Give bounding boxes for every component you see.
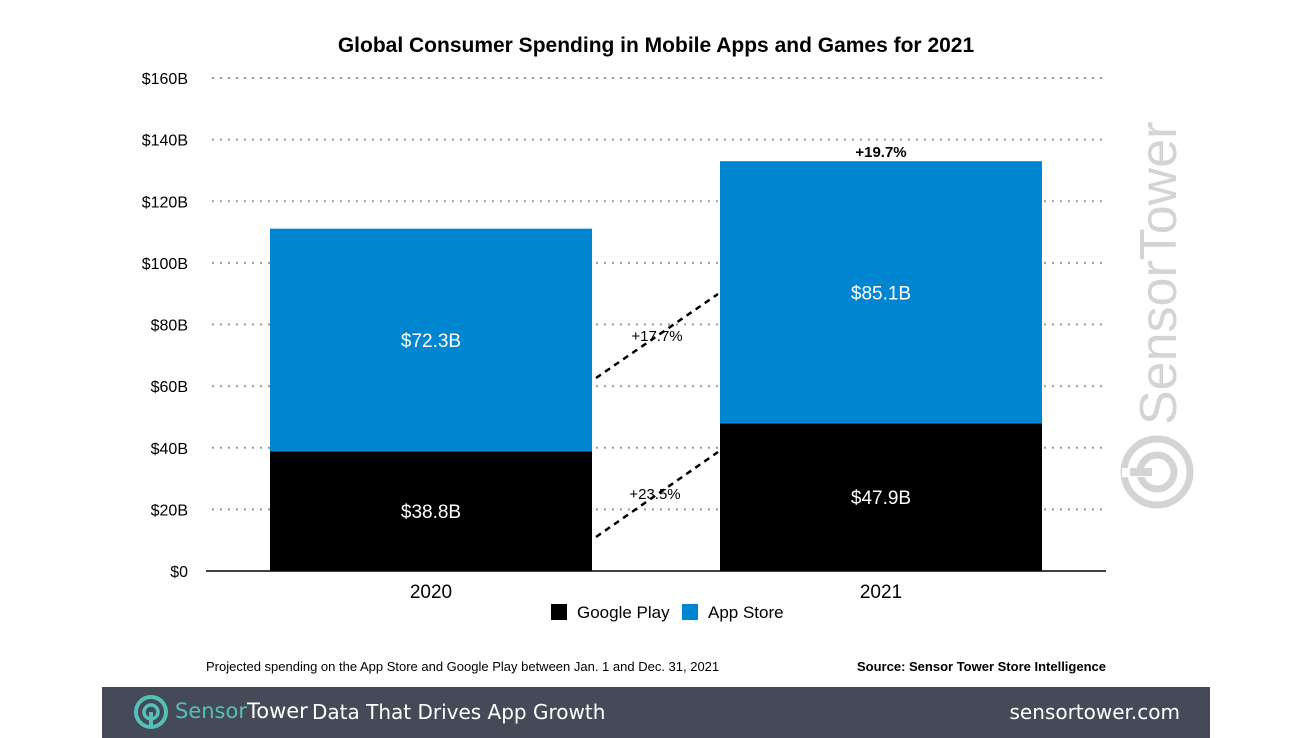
legend-label-app-store: App Store xyxy=(708,603,784,622)
y-tick-label: $0 xyxy=(170,564,188,581)
app-store-growth-connector xyxy=(595,292,719,380)
x-tick-label: 2020 xyxy=(410,582,452,603)
segment-labels: $38.8B $72.3B $47.9B $85.1B xyxy=(401,283,911,523)
data-label: $72.3B xyxy=(401,331,461,352)
watermark-logo-icon xyxy=(1120,435,1194,509)
y-tick-label: $80B xyxy=(151,318,188,335)
sensortower-logo-icon xyxy=(134,695,168,729)
legend-swatch-app-store xyxy=(682,604,698,620)
footer-bar: SensorTower Data That Drives App Growth … xyxy=(102,687,1210,738)
y-tick-label: $100B xyxy=(142,256,188,273)
y-axis: $0 $20B $40B $60B $80B $100B $120B $140B $160B xyxy=(142,71,188,581)
legend-swatch-google-play xyxy=(551,604,567,620)
x-tick-label: 2021 xyxy=(860,582,902,603)
google-play-growth-label: +23.5% xyxy=(629,486,680,503)
x-axis: 2020 2021 xyxy=(410,582,902,603)
chart-title: Global Consumer Spending in Mobile Apps … xyxy=(338,34,975,57)
source-note: Source: Sensor Tower Store Intelligence xyxy=(857,659,1106,674)
legend-label-google-play: Google Play xyxy=(577,603,670,622)
total-growth-label: +19.7% xyxy=(855,144,906,161)
bar-segment-app-store-2020 xyxy=(270,228,592,452)
data-label: $85.1B xyxy=(851,283,911,304)
footer-brand: SensorTower xyxy=(175,699,308,723)
y-tick-label: $40B xyxy=(151,441,188,458)
footer-brand-part1: Sensor xyxy=(175,699,247,723)
bar-segment-app-store-2021 xyxy=(720,161,1042,424)
bar-segment-google-play-2020 xyxy=(270,451,592,571)
footer-url[interactable]: sensortower.com xyxy=(1009,700,1180,724)
bar-segment-google-play-2021 xyxy=(720,423,1042,571)
y-tick-label: $20B xyxy=(151,502,188,519)
bars xyxy=(270,161,1042,571)
google-play-growth-connector xyxy=(595,450,719,539)
footer-brand-part2: Tower xyxy=(246,699,308,723)
footnote: Projected spending on the App Store and … xyxy=(206,659,719,674)
data-label: $47.9B xyxy=(851,488,911,509)
app-store-growth-label: +17.7% xyxy=(631,328,682,345)
y-tick-label: $60B xyxy=(151,379,188,396)
y-tick-label: $160B xyxy=(142,71,188,88)
data-label: $38.8B xyxy=(401,502,461,523)
y-tick-label: $120B xyxy=(142,194,188,211)
watermark-text: SensorTower xyxy=(1130,122,1188,425)
watermark: SensorTower xyxy=(1120,122,1194,509)
footer-tagline: Data That Drives App Growth xyxy=(312,700,606,724)
y-tick-label: $140B xyxy=(142,133,188,150)
